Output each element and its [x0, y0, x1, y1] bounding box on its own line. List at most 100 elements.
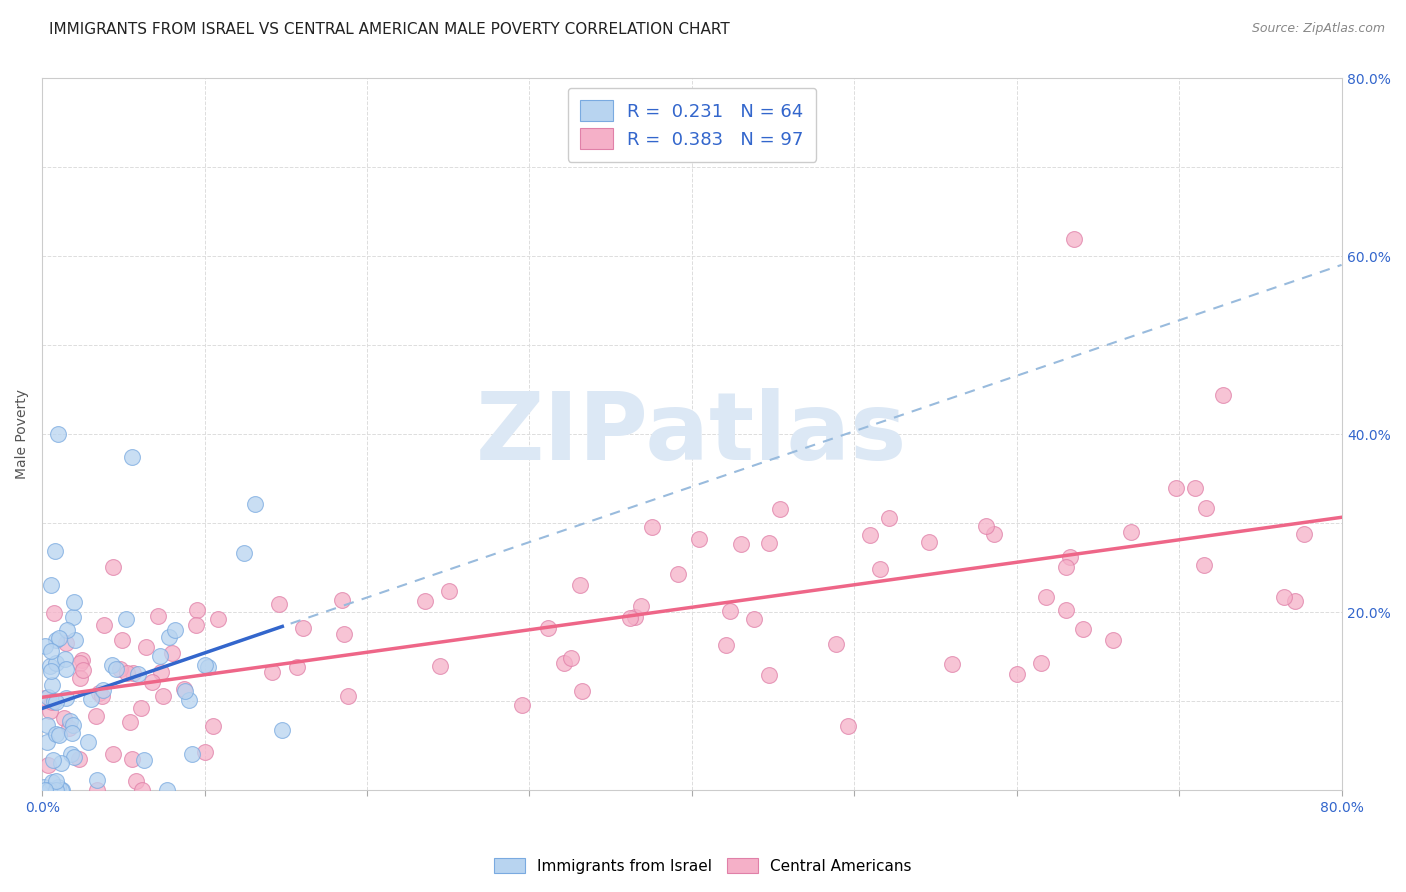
Point	[69, 671, 91, 685]
Point	[49, 756, 72, 770]
Point	[55, 691, 77, 706]
Point	[41, 775, 63, 789]
Point	[45, 727, 67, 741]
Point	[1212, 388, 1234, 402]
Point	[619, 611, 641, 625]
Point	[55, 623, 77, 637]
Point	[1063, 231, 1085, 245]
Point	[769, 502, 792, 516]
Point	[44, 544, 66, 558]
Point	[194, 745, 217, 759]
Point	[131, 783, 153, 797]
Point	[714, 638, 737, 652]
Point	[152, 690, 174, 704]
Point	[103, 747, 125, 762]
Point	[125, 773, 148, 788]
Point	[51, 783, 73, 797]
Point	[149, 649, 172, 664]
Point	[45, 633, 67, 648]
Point	[1274, 590, 1296, 604]
Point	[86, 772, 108, 787]
Point	[91, 689, 114, 703]
Text: ZIPatlas: ZIPatlas	[477, 388, 907, 480]
Point	[640, 520, 662, 534]
Point	[44, 694, 66, 708]
Point	[824, 637, 846, 651]
Point	[127, 667, 149, 681]
Point	[537, 621, 560, 635]
Point	[730, 536, 752, 550]
Point	[86, 709, 108, 723]
Point	[35, 718, 58, 732]
Point	[45, 695, 67, 709]
Point	[285, 660, 308, 674]
Point	[93, 618, 115, 632]
Point	[157, 630, 180, 644]
Point	[120, 714, 142, 729]
Point	[48, 728, 70, 742]
Point	[1192, 558, 1215, 572]
Point	[568, 578, 591, 592]
Legend: R =  0.231   N = 64, R =  0.383   N = 97: R = 0.231 N = 64, R = 0.383 N = 97	[568, 87, 815, 161]
Point	[111, 633, 134, 648]
Point	[132, 753, 155, 767]
Point	[34, 691, 56, 706]
Point	[141, 674, 163, 689]
Point	[129, 701, 152, 715]
Point	[32, 780, 55, 794]
Point	[91, 683, 114, 698]
Point	[41, 696, 63, 710]
Point	[1005, 666, 1028, 681]
Point	[49, 783, 72, 797]
Point	[941, 657, 963, 672]
Point	[1054, 560, 1077, 574]
Point	[262, 665, 284, 679]
Point	[439, 583, 461, 598]
Point	[41, 678, 63, 692]
Point	[42, 753, 65, 767]
Point	[55, 662, 77, 676]
Point	[39, 659, 62, 673]
Point	[121, 752, 143, 766]
Point	[45, 783, 67, 797]
Point	[87, 686, 110, 700]
Point	[179, 693, 201, 707]
Point	[58, 721, 80, 735]
Y-axis label: Male Poverty: Male Poverty	[15, 389, 30, 479]
Point	[668, 567, 690, 582]
Point	[1054, 603, 1077, 617]
Point	[160, 646, 183, 660]
Point	[877, 511, 900, 525]
Point	[232, 546, 254, 560]
Point	[38, 704, 60, 718]
Point	[1195, 501, 1218, 516]
Point	[758, 535, 780, 549]
Point	[105, 662, 128, 676]
Point	[80, 692, 103, 706]
Point	[744, 612, 766, 626]
Point	[245, 496, 267, 510]
Point	[44, 783, 66, 797]
Point	[146, 609, 169, 624]
Point	[72, 663, 94, 677]
Text: IMMIGRANTS FROM ISRAEL VS CENTRAL AMERICAN MALE POVERTY CORRELATION CHART: IMMIGRANTS FROM ISRAEL VS CENTRAL AMERIC…	[49, 22, 730, 37]
Point	[67, 752, 90, 766]
Point	[1071, 622, 1094, 636]
Point	[173, 682, 195, 697]
Point	[974, 519, 997, 533]
Point	[718, 604, 741, 618]
Point	[62, 718, 84, 732]
Point	[60, 725, 83, 739]
Point	[38, 783, 60, 797]
Point	[174, 683, 197, 698]
Point	[63, 632, 86, 647]
Point	[37, 758, 59, 772]
Point	[1035, 590, 1057, 604]
Point	[108, 662, 131, 676]
Point	[1294, 526, 1316, 541]
Text: Source: ZipAtlas.com: Source: ZipAtlas.com	[1251, 22, 1385, 36]
Point	[333, 627, 356, 641]
Point	[45, 656, 67, 670]
Point	[194, 657, 217, 672]
Point	[39, 578, 62, 592]
